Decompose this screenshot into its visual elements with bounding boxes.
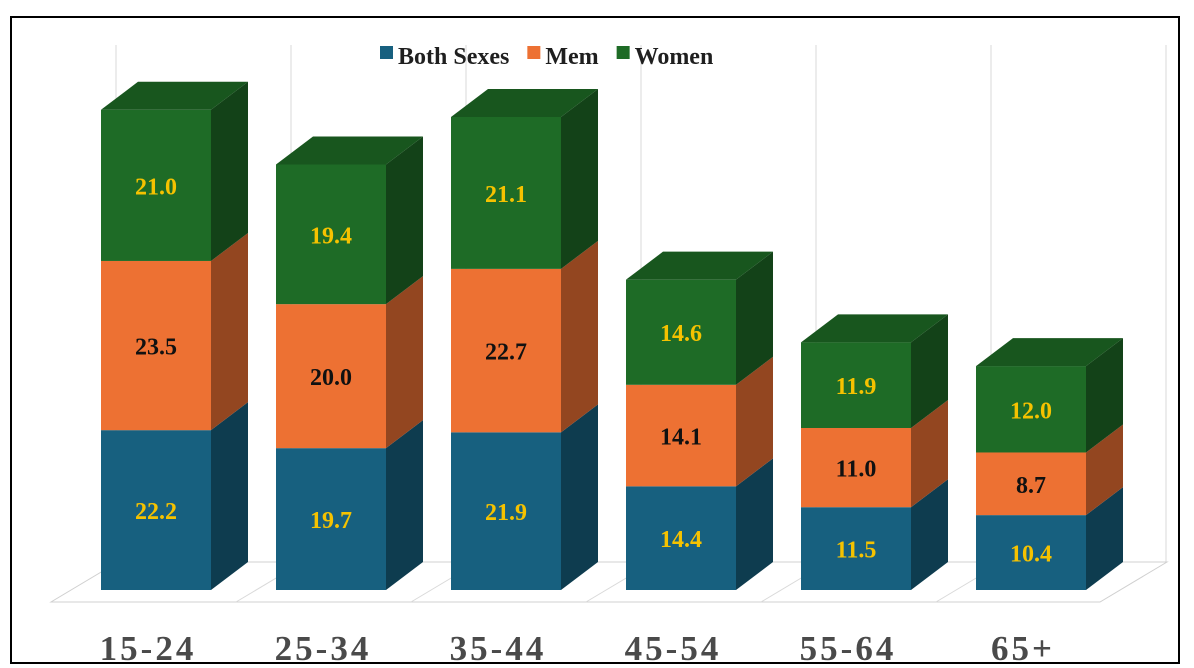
data-labels: 22.2 23.5 21.0 19.7 20.0 19.4 21.9 22.7 21.1 14.4… (135, 174, 1052, 567)
bar-both-sexes-15-24 (101, 430, 211, 590)
bar-top (101, 81, 248, 110)
data-label: 8.7 (1016, 473, 1046, 499)
data-label: 19.4 (310, 223, 352, 249)
data-label: 21.9 (485, 500, 527, 526)
legend: Both Sexes Mem Women (380, 44, 713, 70)
bar-both-sexes-45-54 (626, 486, 736, 590)
x-tick-label: 55-64 (800, 629, 897, 668)
data-label: 14.4 (660, 527, 702, 553)
data-label: 14.6 (660, 321, 702, 347)
legend-label: Mem (545, 44, 598, 70)
bar-side (736, 251, 773, 385)
bar-side (386, 136, 423, 305)
data-label: 22.2 (135, 499, 177, 525)
bar-side (1086, 487, 1123, 590)
bar-side (736, 356, 773, 487)
bar-mem-55-64 (801, 428, 911, 508)
bar-top (451, 88, 598, 117)
bar-mem-25-34 (276, 304, 386, 449)
bar-side (386, 276, 423, 449)
x-tick-label: 25-34 (275, 629, 372, 668)
bar-both-sexes-35-44 (451, 432, 561, 590)
bar-side (736, 458, 773, 590)
bar-top (276, 136, 423, 165)
bar-side (1086, 424, 1123, 516)
x-tick-label: 35-44 (450, 629, 547, 668)
bar-mem-35-44 (451, 268, 561, 433)
bar-both-sexes-55-64 (801, 507, 911, 590)
bar-side (386, 420, 423, 590)
x-axis-ticks: 15-24 25-34 35-44 45-54 55-64 65+ (100, 629, 1055, 668)
bar-top (626, 251, 773, 280)
bar-side (911, 479, 948, 590)
data-label: 22.7 (485, 340, 527, 366)
bar-side (1086, 338, 1123, 453)
bar-side (911, 400, 948, 508)
bar-both-sexes-25-34 (276, 448, 386, 590)
data-label: 21.0 (135, 174, 177, 200)
data-label: 20.0 (310, 365, 352, 391)
data-label: 23.5 (135, 335, 177, 361)
legend-swatch (527, 46, 541, 59)
bar-side (561, 404, 598, 590)
data-label: 12.0 (1010, 398, 1052, 424)
bar-mem-65+ (976, 452, 1086, 516)
bar-women-15-24 (101, 109, 211, 261)
bar-side (211, 81, 248, 261)
legend-label: Women (635, 44, 714, 70)
data-label: 10.4 (1010, 542, 1052, 568)
bar-women-25-34 (276, 164, 386, 305)
data-label: 19.7 (310, 508, 352, 534)
bar-mem-45-54 (626, 384, 736, 487)
data-label: 11.0 (836, 457, 877, 483)
bar-side (211, 232, 248, 431)
legend-swatch (380, 46, 393, 59)
bar-top (801, 314, 948, 343)
x-tick-label: 65+ (991, 629, 1055, 668)
data-label: 21.1 (485, 182, 527, 208)
bar-side (211, 402, 248, 590)
legend-swatch (616, 46, 630, 59)
x-tick-label: 45-54 (625, 629, 722, 668)
data-label: 11.9 (836, 374, 877, 400)
bar-mem-15-24 (101, 260, 211, 431)
bar-women-65+ (976, 366, 1086, 453)
bars (101, 81, 1123, 590)
bar-women-55-64 (801, 342, 911, 428)
data-label: 14.1 (660, 425, 702, 451)
bar-side (911, 314, 948, 428)
bar-side (561, 240, 598, 433)
bar-women-45-54 (626, 279, 736, 385)
bar-both-sexes-65+ (976, 515, 1086, 590)
x-tick-label: 15-24 (100, 629, 197, 668)
bar-women-35-44 (451, 116, 561, 269)
bar-top (976, 338, 1123, 367)
bar-side (561, 88, 598, 269)
data-label: 11.5 (836, 538, 877, 564)
legend-label: Both Sexes (398, 44, 509, 70)
